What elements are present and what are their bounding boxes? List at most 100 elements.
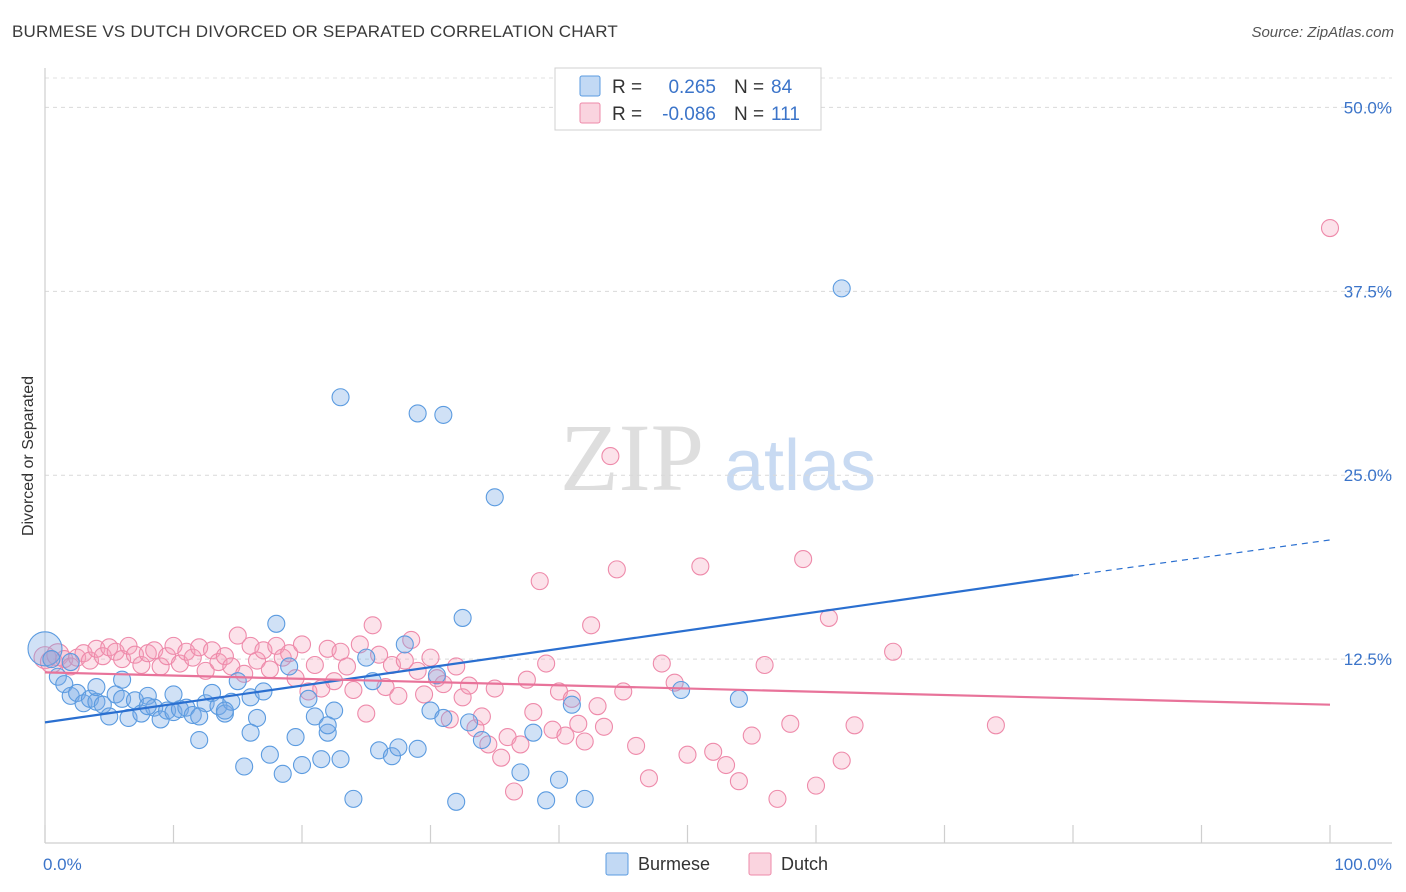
legend-r-value: -0.086 [662,104,716,125]
burmese-point [511,763,530,782]
burmese-point [459,713,479,732]
dutch-point [280,644,299,663]
burmese-point [235,757,254,776]
page-title: BURMESE VS DUTCH DIVORCED OR SEPARATED C… [12,22,618,41]
burmese-point [344,789,363,808]
dutch-point [447,657,466,676]
dutch-point [363,616,382,635]
y-tick-label: 25.0% [1344,466,1392,485]
dutch-point [357,704,376,723]
dutch-point [247,651,267,670]
burmese-point [524,723,543,742]
dutch-point [716,755,736,775]
dutch-point [530,572,549,591]
burmese-point [190,730,209,750]
burmese-point [215,701,234,720]
burmese-point [408,404,427,423]
dutch-point [639,769,659,788]
dutch-point [415,685,434,704]
legend-r-label: R = [612,77,642,98]
dutch-point [652,654,671,673]
dutch-point [627,736,646,755]
burmese-point [434,708,453,728]
burmese-point [267,614,286,633]
legend-n-label: N = [734,104,764,125]
y-tick-label: 37.5% [1344,282,1392,301]
burmese-points [27,279,851,811]
dutch-point [183,648,202,667]
dutch-point [305,655,324,675]
dutch-point [421,648,440,667]
dutch-point [582,616,601,635]
dutch-point [665,673,684,692]
burmese-point [408,739,427,758]
dutch-point [132,655,151,675]
burmese-point [241,723,260,742]
x-tick-labels: 0.0% 100.0% [43,855,1392,874]
dutch-point [344,680,363,700]
dutch-point [228,626,247,645]
burmese-trend-extension [1072,539,1331,576]
burmese-point [305,707,324,726]
dutch-point [395,651,414,670]
burmese-point [472,730,491,750]
burmese-point [357,648,376,667]
dutch-point [453,688,472,707]
dutch-point [729,772,748,791]
burmese-point [280,657,299,676]
bottom-legend-swatch-burmese [605,852,629,876]
burmese-point [292,755,312,775]
dutch-point [492,748,511,767]
burmese-point [138,686,157,705]
dutch-point [434,675,453,694]
burmese-point [382,747,402,766]
dutch-trend-line [44,671,1331,706]
burmese-point [164,685,183,704]
dutch-point [742,726,761,745]
y-tick-label: 12.5% [1344,650,1392,669]
burmese-point [434,405,453,424]
dutch-point [614,682,633,701]
legend-box: R = 0.265 N = 84 R = -0.086 N = 111 [554,67,822,131]
dutch-point [569,714,588,733]
burmese-point [183,705,202,725]
source-label: Source: ZipAtlas.com [1251,24,1394,41]
dutch-point [678,745,697,764]
burmese-point [87,678,106,697]
burmese-point [299,689,318,708]
legend-swatch-burmese [579,75,601,97]
dutch-point [781,714,800,733]
dutch-point [601,447,620,466]
dutch-point [806,776,826,795]
burmese-point [318,716,337,735]
dutch-point [575,732,594,751]
dutch-point [884,642,903,661]
legend-n-value: 84 [771,77,793,98]
dutch-point [537,654,556,673]
y-tick-labels: 12.5% 25.0% 37.5% 50.0% [1344,98,1392,669]
dutch-point [755,655,774,675]
dutch-point [832,751,851,770]
dutch-point [607,560,626,579]
burmese-point [729,689,748,708]
burmese-point [389,738,408,757]
dutch-point [588,697,607,716]
bottom-legend: Burmese Dutch [605,852,828,876]
dutch-point [459,676,479,695]
burmese-point [485,488,504,507]
dutch-point [440,710,459,729]
x-tick-label: 0.0% [43,855,82,874]
dutch-point [704,742,723,761]
burmese-point [228,672,247,691]
burmese-point [447,792,466,811]
burmese-point [222,692,241,711]
dutch-point [511,735,530,754]
trend-lines [44,539,1331,724]
burmese-point [318,723,337,742]
burmese-point [190,707,209,726]
gridlines [45,77,1392,660]
y-tick-label: 50.0% [1344,98,1392,117]
bottom-legend-dutch: Dutch [781,854,828,874]
legend-n-value: 111 [771,104,800,125]
x-tick-label: 100.0% [1334,855,1392,874]
